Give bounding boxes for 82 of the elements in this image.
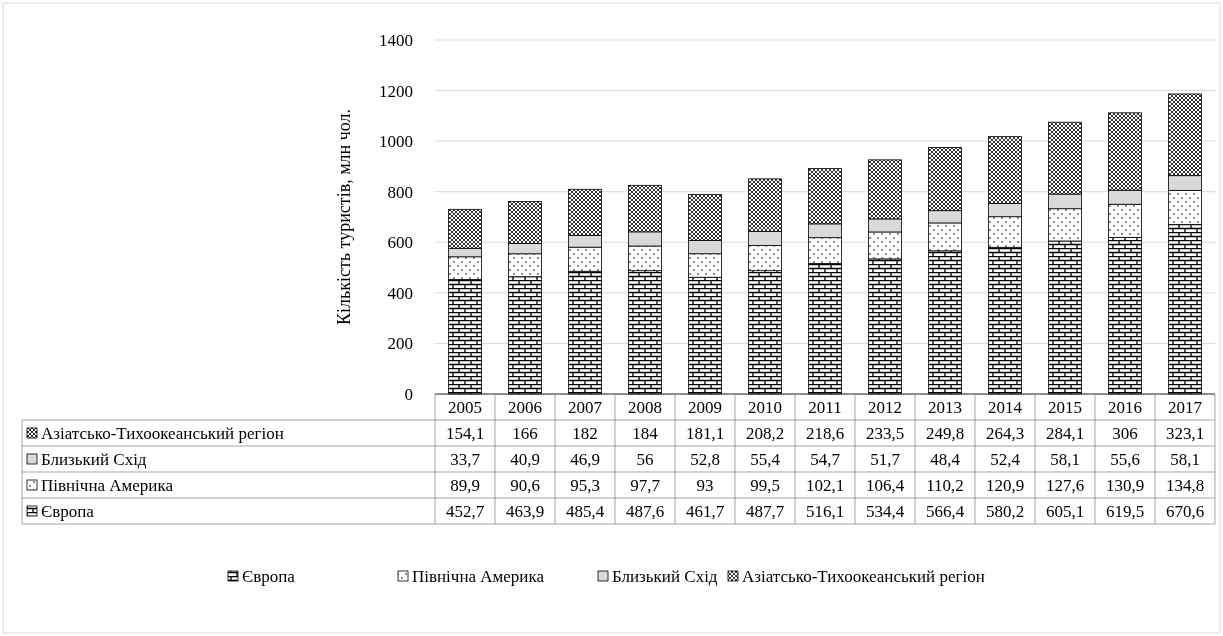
data-label: 46,9 (570, 449, 600, 469)
data-label: 182 (572, 423, 598, 443)
data-label: 52,8 (690, 449, 720, 469)
data-label: 130,9 (1105, 475, 1145, 495)
data-label: 233,5 (865, 423, 905, 443)
y-tick-label: 1400 (379, 30, 413, 50)
legend-label: Європа (242, 566, 296, 586)
data-label: 284,1 (1045, 423, 1085, 443)
x-tick-label: 2014 (988, 397, 1023, 417)
data-label: 181,1 (685, 423, 725, 443)
y-tick-label: 200 (387, 334, 413, 354)
y-tick-label: 800 (387, 182, 413, 202)
data-label: 89,9 (450, 475, 480, 495)
data-label: 670,6 (1165, 501, 1205, 521)
data-label: 580,2 (985, 501, 1025, 521)
x-tick-label: 2012 (868, 397, 902, 417)
x-tick-label: 2009 (688, 397, 722, 417)
data-label: 154,1 (445, 423, 485, 443)
x-tick-label: 2007 (568, 397, 603, 417)
x-tick-label: 2015 (1048, 397, 1082, 417)
data-label: 566,4 (925, 501, 965, 521)
data-label: 218,6 (805, 423, 845, 443)
data-label: 102,1 (805, 475, 845, 495)
data-label: 264,3 (985, 423, 1025, 443)
data-label: 33,7 (450, 449, 481, 469)
y-tick-label: 0 (404, 384, 413, 404)
data-label: 323,1 (1165, 423, 1205, 443)
data-label: 516,1 (805, 501, 845, 521)
data-label: 463,9 (505, 501, 545, 521)
data-label: 97,7 (630, 475, 661, 495)
data-label: 127,6 (1045, 475, 1085, 495)
data-label: 52,4 (990, 449, 1021, 469)
data-label: 534,4 (865, 501, 905, 521)
data-label: 120,9 (985, 475, 1025, 495)
data-label: 90,6 (510, 475, 540, 495)
x-tick-label: 2017 (1168, 397, 1203, 417)
x-tick-label: 2008 (628, 397, 662, 417)
data-label: 110,2 (926, 475, 964, 495)
data-label: 184 (632, 423, 659, 443)
data-label: 48,4 (930, 449, 961, 469)
legend-label: Північна Америка (412, 566, 545, 586)
data-label: 106,4 (865, 475, 905, 495)
data-label: 99,5 (750, 475, 780, 495)
data-label: 58,1 (1050, 449, 1080, 469)
x-tick-label: 2005 (448, 397, 482, 417)
data-label: 485,4 (565, 501, 605, 521)
data-label: 54,7 (810, 449, 841, 469)
y-tick-label: 600 (387, 233, 413, 253)
data-label: 134,8 (1165, 475, 1205, 495)
legend-label: Близький Схід (612, 566, 718, 586)
data-label: 605,1 (1045, 501, 1085, 521)
data-label: 487,7 (745, 501, 785, 521)
x-tick-label: 2011 (808, 397, 842, 417)
data-label: 619,5 (1105, 501, 1145, 521)
data-label: 249,8 (925, 423, 965, 443)
y-tick-label: 1000 (379, 132, 413, 152)
y-axis-title: Кількість туристів, млн чол. (334, 109, 354, 325)
data-label: 56 (636, 449, 654, 469)
data-label: 452,7 (445, 501, 485, 521)
text: Європа (41, 501, 94, 521)
data-label: 58,1 (1170, 449, 1200, 469)
text: Азіатсько-Тихоокеанський регіон (742, 566, 985, 586)
data-label: 461,7 (685, 501, 725, 521)
y-tick-label: 1200 (379, 81, 413, 101)
data-label: 208,2 (745, 423, 785, 443)
x-tick-label: 2006 (508, 397, 542, 417)
text: Північна Америка (41, 475, 174, 495)
legend-label: Азіатсько-Тихоокеанський регіон (41, 423, 284, 443)
data-label: 51,7 (870, 449, 901, 469)
data-label: 55,6 (1110, 449, 1140, 469)
data-label: 166 (512, 423, 538, 443)
data-label: 487,6 (625, 501, 665, 521)
text: Близький Схід (41, 449, 147, 469)
data-label: 93 (696, 475, 714, 495)
data-label: 95,3 (570, 475, 600, 495)
data-label: 306 (1112, 423, 1138, 443)
x-tick-label: 2013 (928, 397, 962, 417)
data-label: 40,9 (510, 449, 540, 469)
x-tick-label: 2010 (748, 397, 782, 417)
y-tick-label: 400 (387, 283, 413, 303)
data-label: 55,4 (750, 449, 781, 469)
x-tick-label: 2016 (1108, 397, 1142, 417)
